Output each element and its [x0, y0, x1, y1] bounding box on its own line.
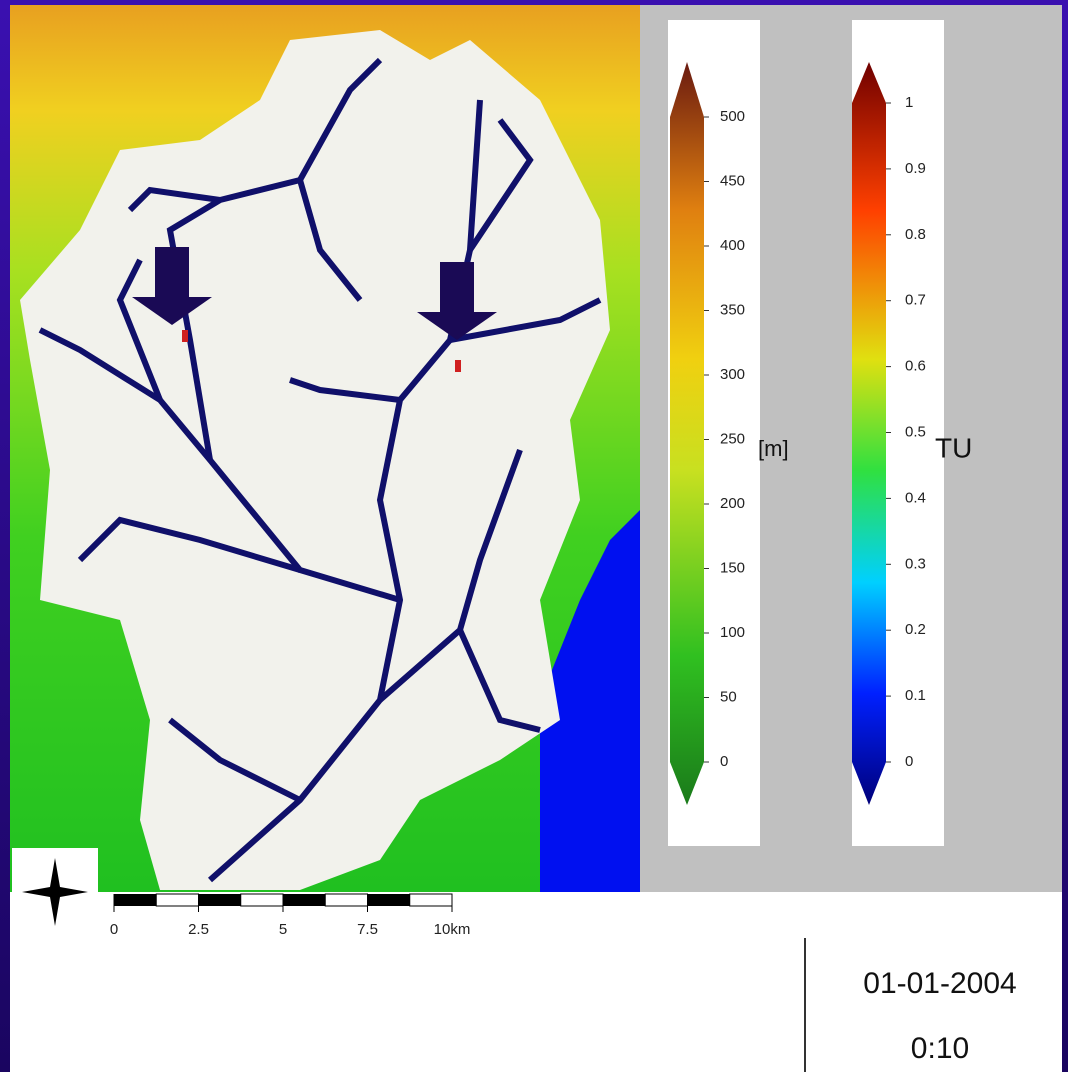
date: 01-01-2004: [863, 967, 1016, 1000]
marker: [182, 330, 188, 342]
tick-label: 0: [720, 753, 728, 770]
tick-label: 250: [720, 430, 745, 447]
tick-label: 0.3: [905, 555, 926, 572]
scale-label: 5: [279, 921, 287, 938]
tick-label: 300: [720, 366, 745, 383]
time: 0:10: [911, 1032, 969, 1065]
tracer-unit: TU: [935, 432, 972, 463]
tracer-colorbar: [852, 62, 886, 805]
elevation-unit: [m]: [758, 436, 789, 461]
scale-segment: [199, 894, 241, 906]
tick-label: 100: [720, 624, 745, 641]
tick-label: 200: [720, 495, 745, 512]
tick-label: 0.4: [905, 489, 926, 506]
tick-label: 0: [905, 753, 913, 770]
tick-label: 150: [720, 559, 745, 576]
tick-label: 450: [720, 172, 745, 189]
screen: [m] TU 01-01-2004 0:10 05010015020025030…: [0, 0, 1068, 1072]
tick-label: 0.6: [905, 358, 926, 375]
tick-label: 0.1: [905, 687, 926, 704]
tick-label: 0.9: [905, 160, 926, 177]
scale-segment: [114, 894, 156, 906]
scale-segment: [368, 894, 410, 906]
scale-segment: [241, 894, 283, 906]
tick-label: 50: [720, 688, 737, 705]
page: [m] TU 01-01-2004 0:10 05010015020025030…: [0, 0, 1068, 1072]
scale-segment: [410, 894, 452, 906]
elevation-colorbar: [670, 62, 704, 805]
tick-label: 350: [720, 301, 745, 318]
scale-segment: [156, 894, 198, 906]
tick-label: 0.7: [905, 292, 926, 309]
scale-label: 2.5: [188, 921, 209, 938]
tick-label: 0.8: [905, 226, 926, 243]
scale-label: 7.5: [357, 921, 378, 938]
scale-segment: [325, 894, 367, 906]
scale-segment: [283, 894, 325, 906]
tick-label: 500: [720, 108, 745, 125]
scale-label: 0: [110, 921, 118, 938]
tick-label: 0.5: [905, 423, 926, 440]
tick-label: 0.2: [905, 621, 926, 638]
tick-label: 1: [905, 94, 913, 111]
tick-label: 400: [720, 237, 745, 254]
marker: [455, 360, 461, 372]
scale-label: 10km: [434, 921, 471, 938]
